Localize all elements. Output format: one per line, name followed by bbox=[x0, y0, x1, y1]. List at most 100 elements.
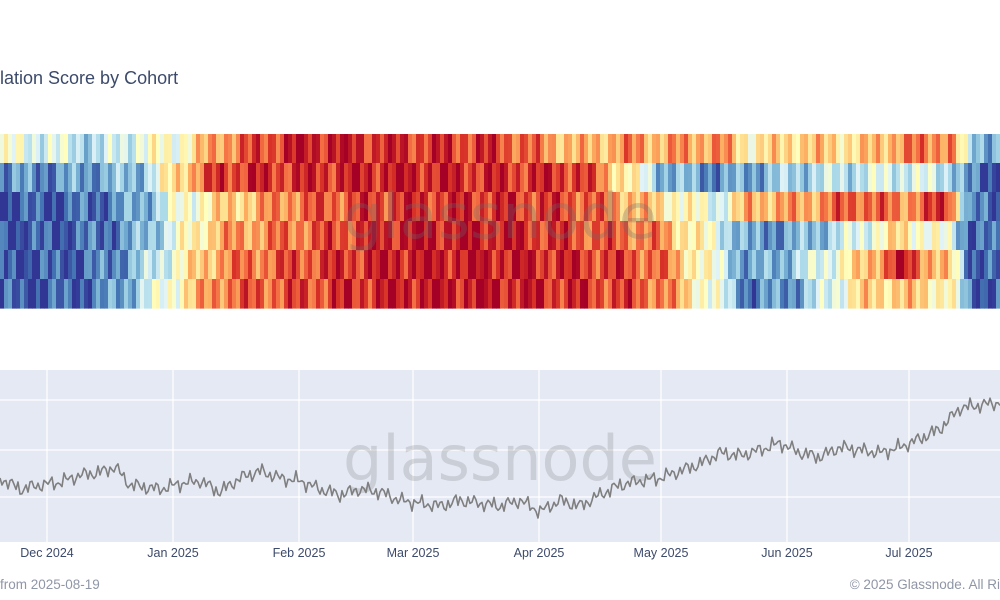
heatmap-cell bbox=[424, 250, 429, 280]
heatmap-cell bbox=[796, 192, 801, 222]
heatmap-cell bbox=[804, 279, 809, 309]
heatmap-cell bbox=[700, 163, 705, 193]
heatmap-cell bbox=[876, 250, 881, 280]
heatmap-cell bbox=[80, 221, 85, 251]
heatmap-cell bbox=[580, 134, 585, 164]
heatmap-cell bbox=[164, 163, 169, 193]
heatmap-cell bbox=[632, 250, 637, 280]
heatmap-cell bbox=[628, 221, 633, 251]
heatmap-cell bbox=[572, 163, 577, 193]
heatmap-cell bbox=[892, 134, 897, 164]
heatmap-cell bbox=[160, 221, 165, 251]
heatmap-cell bbox=[268, 279, 273, 309]
heatmap-cell bbox=[360, 192, 365, 222]
heatmap-cell bbox=[352, 163, 357, 193]
heatmap-cell bbox=[776, 134, 781, 164]
heatmap-cell bbox=[172, 163, 177, 193]
heatmap-cell bbox=[748, 250, 753, 280]
heatmap-cell bbox=[324, 250, 329, 280]
heatmap-cell bbox=[976, 134, 981, 164]
heatmap-cell bbox=[332, 250, 337, 280]
heatmap-cell bbox=[612, 163, 617, 193]
heatmap-cell bbox=[628, 279, 633, 309]
heatmap-cell bbox=[592, 250, 597, 280]
heatmap-cell bbox=[816, 192, 821, 222]
heatmap-cell bbox=[288, 221, 293, 251]
heatmap-cell bbox=[528, 279, 533, 309]
heatmap-cell bbox=[304, 250, 309, 280]
heatmap-cell bbox=[816, 134, 821, 164]
heatmap-cell bbox=[324, 163, 329, 193]
heatmap-cell bbox=[376, 192, 381, 222]
heatmap-cell bbox=[864, 279, 869, 309]
heatmap-cell bbox=[988, 134, 993, 164]
heatmap-cell bbox=[556, 192, 561, 222]
heatmap-cell bbox=[976, 192, 981, 222]
heatmap-cell bbox=[872, 192, 877, 222]
heatmap-cell bbox=[460, 221, 465, 251]
heatmap-cell bbox=[528, 250, 533, 280]
heatmap-cell bbox=[584, 221, 589, 251]
heatmap-cell bbox=[512, 279, 517, 309]
heatmap-cell bbox=[272, 192, 277, 222]
heatmap-cell bbox=[152, 134, 157, 164]
heatmap-cell bbox=[248, 221, 253, 251]
heatmap-cell bbox=[732, 221, 737, 251]
heatmap-cell bbox=[20, 163, 25, 193]
heatmap-cell bbox=[828, 134, 833, 164]
heatmap-cell bbox=[116, 221, 121, 251]
heatmap-cell bbox=[936, 221, 941, 251]
heatmap-cell bbox=[604, 250, 609, 280]
heatmap-cell bbox=[336, 250, 341, 280]
heatmap-cell bbox=[652, 163, 657, 193]
heatmap-cell bbox=[616, 221, 621, 251]
heatmap-cell bbox=[120, 134, 125, 164]
heatmap-cell bbox=[96, 134, 101, 164]
heatmap-cell bbox=[416, 279, 421, 309]
heatmap-cell bbox=[568, 163, 573, 193]
heatmap-cell bbox=[888, 250, 893, 280]
heatmap-cell bbox=[212, 134, 217, 164]
heatmap-cell bbox=[416, 163, 421, 193]
heatmap-cell bbox=[140, 192, 145, 222]
heatmap-cell bbox=[484, 279, 489, 309]
heatmap-cell bbox=[556, 134, 561, 164]
heatmap-cell bbox=[576, 134, 581, 164]
heatmap-cell bbox=[652, 192, 657, 222]
heatmap-cell bbox=[856, 163, 861, 193]
heatmap-cell bbox=[512, 163, 517, 193]
heatmap-cell bbox=[356, 221, 361, 251]
heatmap-cell bbox=[840, 279, 845, 309]
heatmap-cell bbox=[316, 279, 321, 309]
heatmap-cell bbox=[480, 279, 485, 309]
heatmap-cell bbox=[132, 250, 137, 280]
heatmap-cell bbox=[996, 192, 1000, 222]
heatmap-cell bbox=[192, 250, 197, 280]
heatmap-cell bbox=[756, 279, 761, 309]
heatmap-cell bbox=[24, 192, 29, 222]
heatmap-cell bbox=[320, 221, 325, 251]
heatmap-cell bbox=[440, 279, 445, 309]
heatmap-cell bbox=[100, 221, 105, 251]
heatmap-cell bbox=[768, 163, 773, 193]
heatmap-cell bbox=[396, 279, 401, 309]
heatmap-cell bbox=[60, 192, 65, 222]
heatmap-cell bbox=[144, 134, 149, 164]
heatmap-cell bbox=[908, 250, 913, 280]
heatmap-cell bbox=[48, 192, 53, 222]
heatmap-cell bbox=[880, 134, 885, 164]
heatmap-cell bbox=[264, 134, 269, 164]
heatmap-cell bbox=[808, 279, 813, 309]
heatmap-cell bbox=[580, 221, 585, 251]
heatmap-cell bbox=[780, 250, 785, 280]
heatmap-cell bbox=[336, 221, 341, 251]
heatmap-cell bbox=[656, 163, 661, 193]
heatmap-cell bbox=[740, 250, 745, 280]
heatmap-cell bbox=[312, 221, 317, 251]
heatmap-cell bbox=[160, 250, 165, 280]
heatmap-cell bbox=[644, 163, 649, 193]
heatmap-cell bbox=[376, 279, 381, 309]
heatmap-cell bbox=[912, 163, 917, 193]
heatmap-cell bbox=[128, 192, 133, 222]
heatmap-cell bbox=[936, 250, 941, 280]
